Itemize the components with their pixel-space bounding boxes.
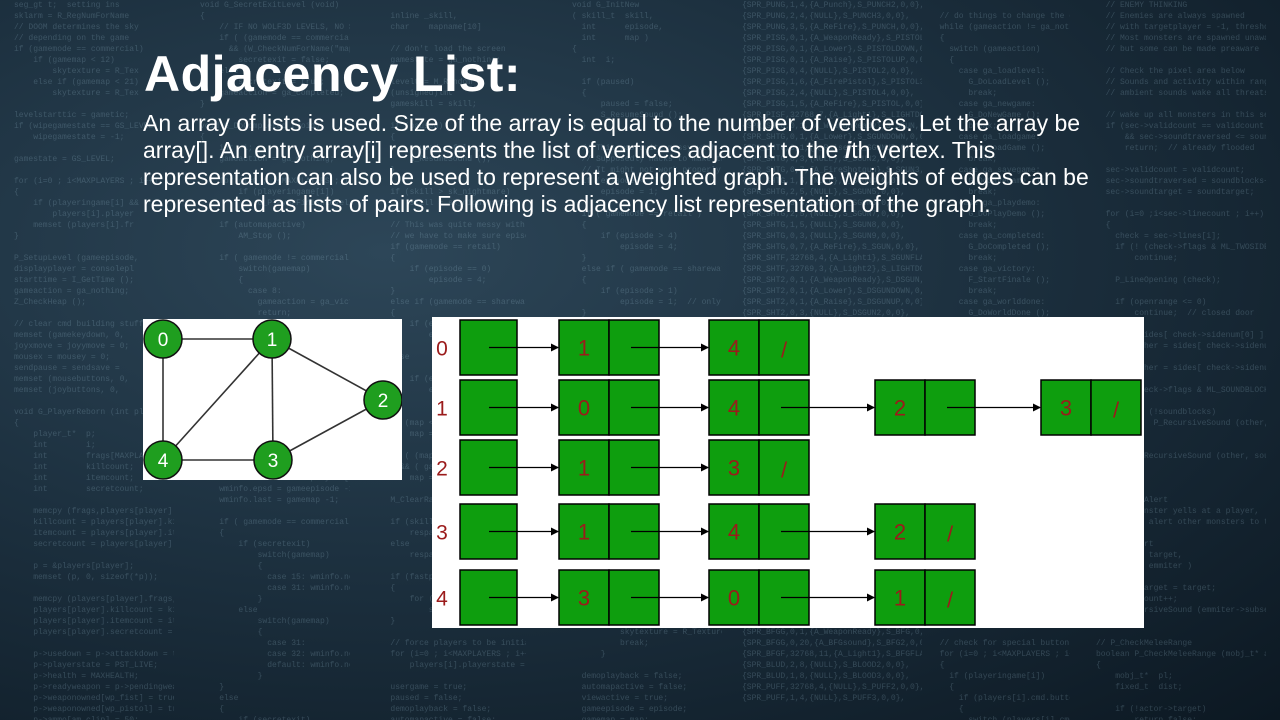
- graph-node-3: 3: [253, 440, 293, 480]
- list-node-value-cell: [558, 503, 610, 560]
- array-index-label: 0: [436, 338, 448, 361]
- list-node-value-cell: [708, 379, 760, 436]
- list-node: 2/: [874, 503, 976, 560]
- list-node-value-cell: [708, 319, 760, 376]
- list-node-value: 3: [578, 586, 590, 611]
- list-node-value: 1: [578, 456, 590, 481]
- slide-title: Adjacency List:: [144, 46, 522, 102]
- graph-node-circle: [143, 319, 183, 359]
- list-node-value: 1: [578, 520, 590, 545]
- adjacency-row-0: 0 1 4/: [436, 319, 810, 376]
- null-terminator-marker: /: [781, 338, 788, 363]
- list-node: 3/: [1040, 379, 1142, 436]
- list-node: 4/: [708, 319, 810, 376]
- adjacency-list-diagram: 0 1 4/1 0 4 2 3/2 1 3/3 1 4 2/4 3 0 1/: [432, 317, 1144, 628]
- list-node: 1/: [874, 569, 976, 626]
- list-node-next-cell: [758, 319, 810, 376]
- list-node-value: 4: [728, 520, 740, 545]
- description-text-part2: th vertex. This representation can also …: [143, 137, 1089, 217]
- list-node-value: 1: [578, 336, 590, 361]
- description-text-part1: An array of lists is used. Size of the a…: [143, 110, 1081, 163]
- list-node-value-cell: [874, 503, 926, 560]
- list-node-value-cell: [558, 319, 610, 376]
- null-terminator-marker: /: [947, 522, 954, 547]
- graph-node-0: 0: [143, 319, 183, 359]
- slide-description: An array of lists is used. Size of the a…: [143, 110, 1143, 218]
- graph-node-4: 4: [143, 440, 183, 480]
- graph-edge-1-4: [162, 338, 273, 461]
- graph-node-label: 2: [378, 391, 389, 412]
- array-index-label: 2: [436, 458, 448, 481]
- list-node: 4: [708, 379, 810, 436]
- graph-node-label: 1: [267, 330, 278, 351]
- description-emphasis: i: [844, 137, 852, 163]
- graph-node-2: 2: [363, 380, 403, 420]
- list-node-value: 3: [728, 456, 740, 481]
- null-terminator-marker: /: [947, 588, 954, 613]
- list-node: 3/: [708, 439, 810, 496]
- list-node-next-cell: [924, 569, 976, 626]
- list-node-value-cell: [708, 439, 760, 496]
- list-node-value: 0: [578, 396, 590, 421]
- graph-edge-2-3: [272, 399, 384, 461]
- list-node-value: 4: [728, 336, 740, 361]
- graph-diagram: 0 1 2 3 4: [143, 319, 403, 480]
- graph-node-label: 3: [268, 451, 279, 472]
- list-node: 2: [874, 379, 976, 436]
- list-node-value: 3: [1060, 396, 1072, 421]
- list-node-value-cell: [874, 569, 926, 626]
- graph-canvas: 0 1 2 3 4: [143, 319, 403, 480]
- graph-edge-1-3: [271, 338, 274, 461]
- graph-node-circle: [143, 440, 183, 480]
- list-node-value: 2: [894, 396, 906, 421]
- graph-node-1: 1: [252, 319, 292, 359]
- adjacency-row-1: 1 0 4 2 3/: [436, 379, 1142, 436]
- list-node-value-cell: [708, 569, 760, 626]
- graph-node-label: 0: [158, 330, 169, 351]
- list-node-value-cell: [874, 379, 926, 436]
- list-node-value: 0: [728, 586, 740, 611]
- adjacency-row-3: 3 1 4 2/: [436, 503, 976, 560]
- adjacency-row-2: 2 1 3/: [436, 439, 810, 496]
- list-node-next-cell: [1090, 379, 1142, 436]
- background-code-texture: seg_gt t; setting ins sklarm = R_RegNumF…: [14, 1, 174, 720]
- null-terminator-marker: /: [781, 458, 788, 483]
- array-index-label: 3: [436, 522, 448, 545]
- adjacency-list-canvas: 0 1 4/1 0 4 2 3/2 1 3/3 1 4 2/4 3 0 1/: [436, 319, 1142, 626]
- graph-node-circle: [253, 440, 293, 480]
- graph-edge-1-2: [271, 338, 384, 401]
- list-node-value-cell: [558, 379, 610, 436]
- list-node-next-cell: [758, 439, 810, 496]
- list-node-value: 4: [728, 396, 740, 421]
- list-node-value: 2: [894, 520, 906, 545]
- list-node-next-cell: [924, 503, 976, 560]
- array-index-label: 1: [436, 398, 448, 421]
- adjacency-row-4: 4 3 0 1/: [436, 569, 976, 626]
- array-index-label: 4: [436, 588, 448, 611]
- graph-node-label: 4: [158, 451, 169, 472]
- graph-node-circle: [252, 319, 292, 359]
- list-node-value: 1: [894, 586, 906, 611]
- null-terminator-marker: /: [1113, 398, 1120, 423]
